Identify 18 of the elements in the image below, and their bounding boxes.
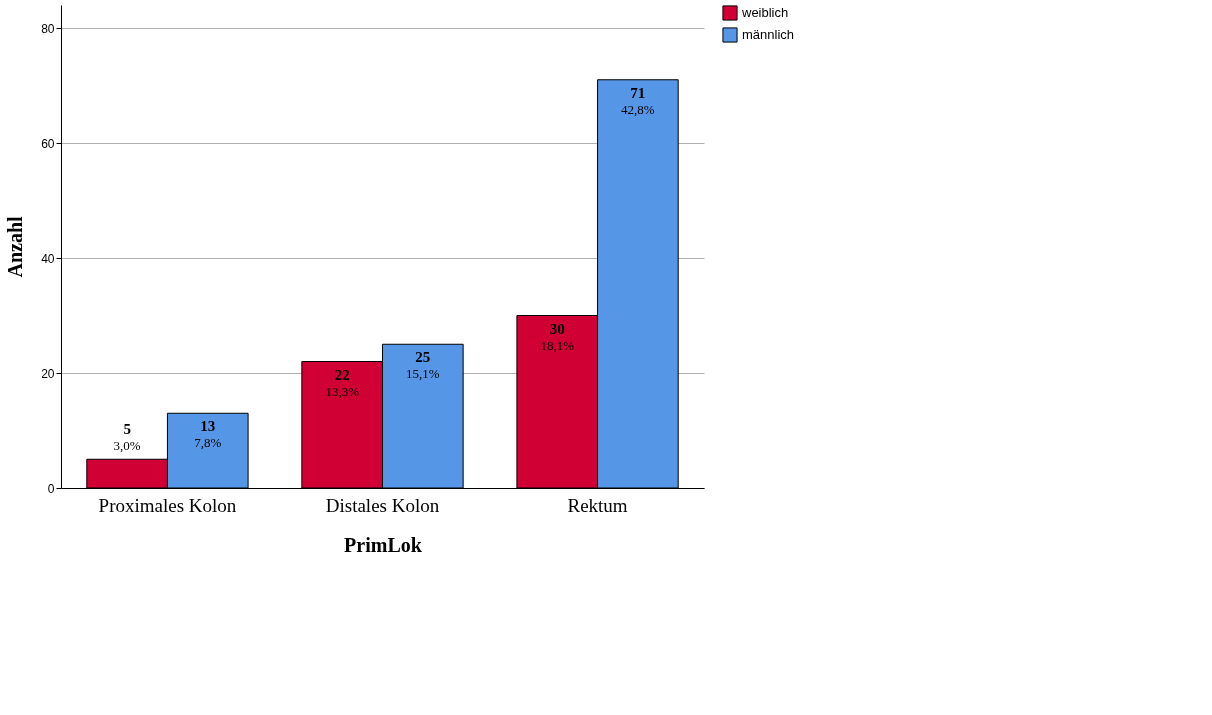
x-tick-label: Rektum: [567, 494, 628, 516]
legend-label: weiblich: [741, 5, 789, 20]
y-tick-label: 60: [41, 136, 55, 151]
y-tick-label: 40: [41, 251, 55, 266]
text: 13 7,8%: [194, 418, 222, 451]
y-tick-label: 0: [47, 481, 55, 496]
text: 71 42,8%: [621, 84, 655, 117]
x-axis-title: PrimLok: [344, 533, 423, 556]
text: 22 13,3%: [325, 366, 359, 399]
y-axis-title: Anzahl: [4, 216, 27, 278]
y-tick-label: 80: [41, 21, 55, 36]
x-tick-label: Distales Kolon: [325, 494, 440, 516]
legend-label: männlich: [742, 27, 795, 42]
y-tick-label: 20: [41, 366, 55, 381]
text: 25 15,1%: [406, 349, 440, 382]
data-label: 5 3,0%: [113, 421, 141, 454]
x-tick-label: Proximales Kolon: [98, 494, 237, 516]
text: 30 18,1%: [540, 320, 575, 353]
